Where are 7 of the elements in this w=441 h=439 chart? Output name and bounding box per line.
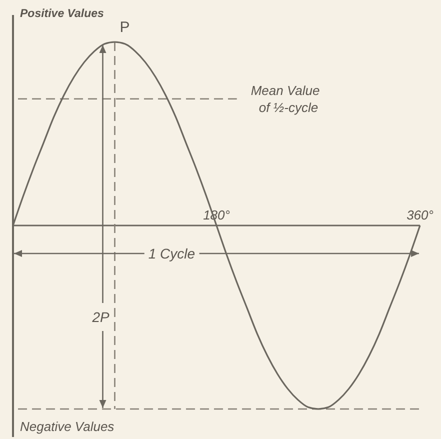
text: Negative Values <box>20 419 115 434</box>
x-tick-label: 360° <box>406 208 434 222</box>
annotation: 1 Cycle <box>148 246 196 262</box>
annotation: 2P <box>91 309 110 325</box>
text: Positive Values <box>20 8 104 20</box>
ref-line-label: Mean Value of ½-cycle <box>250 82 320 115</box>
annotation: P <box>120 19 130 36</box>
